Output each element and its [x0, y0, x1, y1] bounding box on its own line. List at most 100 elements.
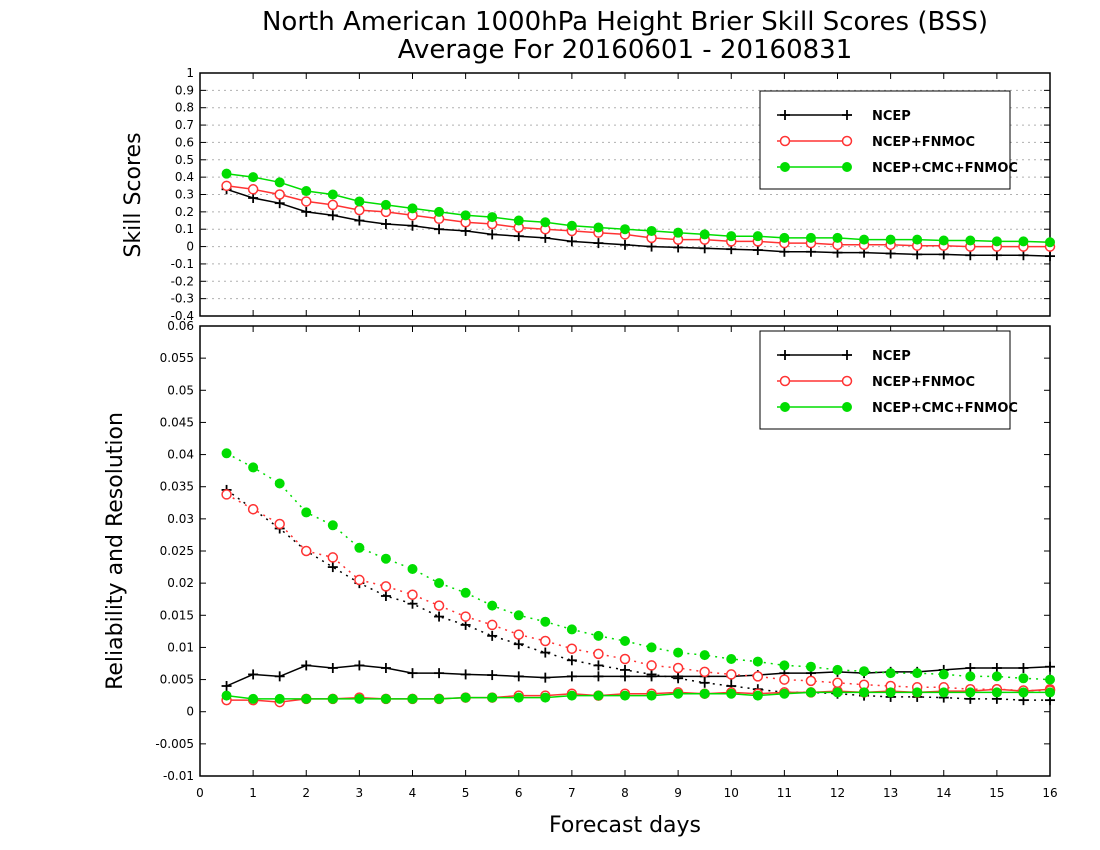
x-tick-label: 14: [936, 786, 951, 800]
point-marker-filled-circle: [912, 668, 923, 679]
bottom-y-axis-label: Reliability and Resolution: [103, 412, 128, 690]
point-marker-filled-circle: [407, 203, 418, 214]
point-marker-plus: [327, 663, 338, 673]
point-marker-filled-circle: [965, 687, 976, 698]
point-marker-plus: [301, 660, 312, 671]
point-marker-filled-circle: [513, 215, 524, 226]
point-marker-filled-circle: [1045, 237, 1055, 248]
point-marker-open-circle: [726, 669, 737, 680]
point-marker-filled-circle: [221, 690, 232, 701]
chart-title-line1: North American 1000hPa Height Brier Skil…: [262, 7, 988, 37]
x-tick-label: 16: [1042, 786, 1057, 800]
point-marker-open-circle: [832, 677, 843, 689]
series-ncep-resolution: [221, 484, 1055, 706]
point-marker-plus: [673, 673, 684, 684]
point-marker-filled-circle: [991, 236, 1002, 247]
point-marker-open-circle: [513, 629, 524, 640]
point-marker-filled-circle: [779, 688, 790, 699]
point-marker-filled-circle: [274, 478, 285, 489]
point-marker-filled-circle: [221, 168, 232, 179]
point-marker-plus: [938, 249, 949, 260]
y-tick-label: 0.01: [167, 640, 194, 654]
legend-item-ncep: NCEP: [777, 109, 911, 124]
top-legend-box: [759, 90, 1011, 190]
x-tick-label: 13: [883, 786, 898, 800]
point-marker-filled-circle: [434, 206, 445, 217]
y-tick-label: -0.005: [155, 737, 194, 751]
point-marker-plus: [699, 243, 710, 254]
point-marker-filled-circle: [859, 687, 870, 698]
point-marker-filled-circle: [540, 692, 551, 703]
point-marker-plus: [780, 110, 790, 120]
point-marker-open-circle: [247, 503, 259, 515]
top-series-group: [221, 168, 1056, 262]
series-ncep-cmc-fnmoc-resolution: [221, 448, 1055, 685]
point-marker-filled-circle: [380, 553, 391, 564]
point-marker-plus: [620, 664, 630, 675]
point-marker-plus: [513, 671, 524, 682]
point-marker-plus: [593, 671, 604, 682]
point-marker-plus: [513, 231, 524, 242]
y-tick-label: 0: [186, 240, 194, 254]
legend-label: NCEP+FNMOC: [872, 135, 975, 150]
y-tick-label: 0.055: [160, 351, 194, 365]
point-marker-filled-circle: [248, 693, 259, 704]
point-marker-open-circle: [460, 611, 471, 622]
point-marker-filled-circle: [407, 564, 418, 574]
point-marker-filled-circle: [354, 693, 365, 704]
series-line: [226, 664, 1051, 687]
point-marker-filled-circle: [434, 578, 445, 589]
point-marker-filled-circle: [460, 210, 471, 221]
point-marker-filled-circle: [938, 235, 949, 246]
series-ncep: [221, 184, 1055, 262]
point-marker-plus: [301, 206, 312, 217]
point-marker-filled-circle: [513, 692, 524, 703]
y-tick-label: 0.05: [167, 383, 194, 397]
point-marker-plus: [885, 248, 896, 259]
series-ncep-cmc-fnmoc-reliability: [221, 687, 1055, 704]
point-marker-filled-circle: [593, 630, 604, 641]
point-marker-filled-circle: [620, 690, 630, 701]
point-marker-filled-circle: [274, 693, 285, 704]
point-marker-filled-circle: [752, 231, 763, 242]
point-marker-filled-circle: [248, 172, 259, 183]
y-tick-label: 0.06: [167, 319, 194, 333]
point-marker-filled-circle: [805, 687, 816, 698]
point-marker-open-circle: [841, 135, 853, 147]
y-tick-label: -0.2: [171, 274, 194, 288]
legend-label: NCEP: [872, 109, 911, 124]
point-marker-filled-circle: [699, 650, 710, 661]
bottom-series-group: [221, 448, 1056, 708]
x-tick-label: 5: [462, 786, 470, 800]
point-marker-filled-circle: [842, 402, 852, 412]
series-ncep-reliability: [221, 660, 1055, 691]
chart-title-line2: Average For 20160601 - 20160831: [398, 35, 853, 65]
point-marker-filled-circle: [566, 624, 577, 635]
x-tick-label: 6: [515, 786, 523, 800]
point-marker-open-circle: [699, 666, 710, 678]
y-tick-label: 0.045: [160, 415, 194, 429]
series-ncep-fnmoc-resolution: [221, 489, 1056, 696]
point-marker-plus: [965, 250, 976, 261]
point-marker-plus: [327, 210, 338, 221]
point-marker-filled-circle: [780, 162, 790, 172]
y-tick-label: 0.5: [175, 153, 194, 167]
point-marker-filled-circle: [434, 693, 445, 704]
point-marker-open-circle: [566, 643, 578, 654]
point-marker-filled-circle: [327, 693, 338, 704]
point-marker-open-circle: [274, 518, 285, 530]
point-marker-plus: [779, 246, 790, 257]
point-marker-plus: [434, 668, 445, 679]
point-marker-filled-circle: [832, 687, 843, 698]
point-marker-filled-circle: [965, 235, 976, 246]
point-marker-plus: [354, 660, 365, 671]
point-marker-plus: [1045, 251, 1055, 262]
point-marker-plus: [780, 350, 790, 360]
point-marker-plus: [380, 663, 391, 673]
y-tick-label: -0.01: [163, 769, 194, 783]
point-marker-filled-circle: [780, 402, 790, 412]
point-marker-filled-circle: [646, 225, 657, 236]
point-marker-filled-circle: [859, 234, 870, 245]
point-marker-filled-circle: [301, 507, 312, 518]
